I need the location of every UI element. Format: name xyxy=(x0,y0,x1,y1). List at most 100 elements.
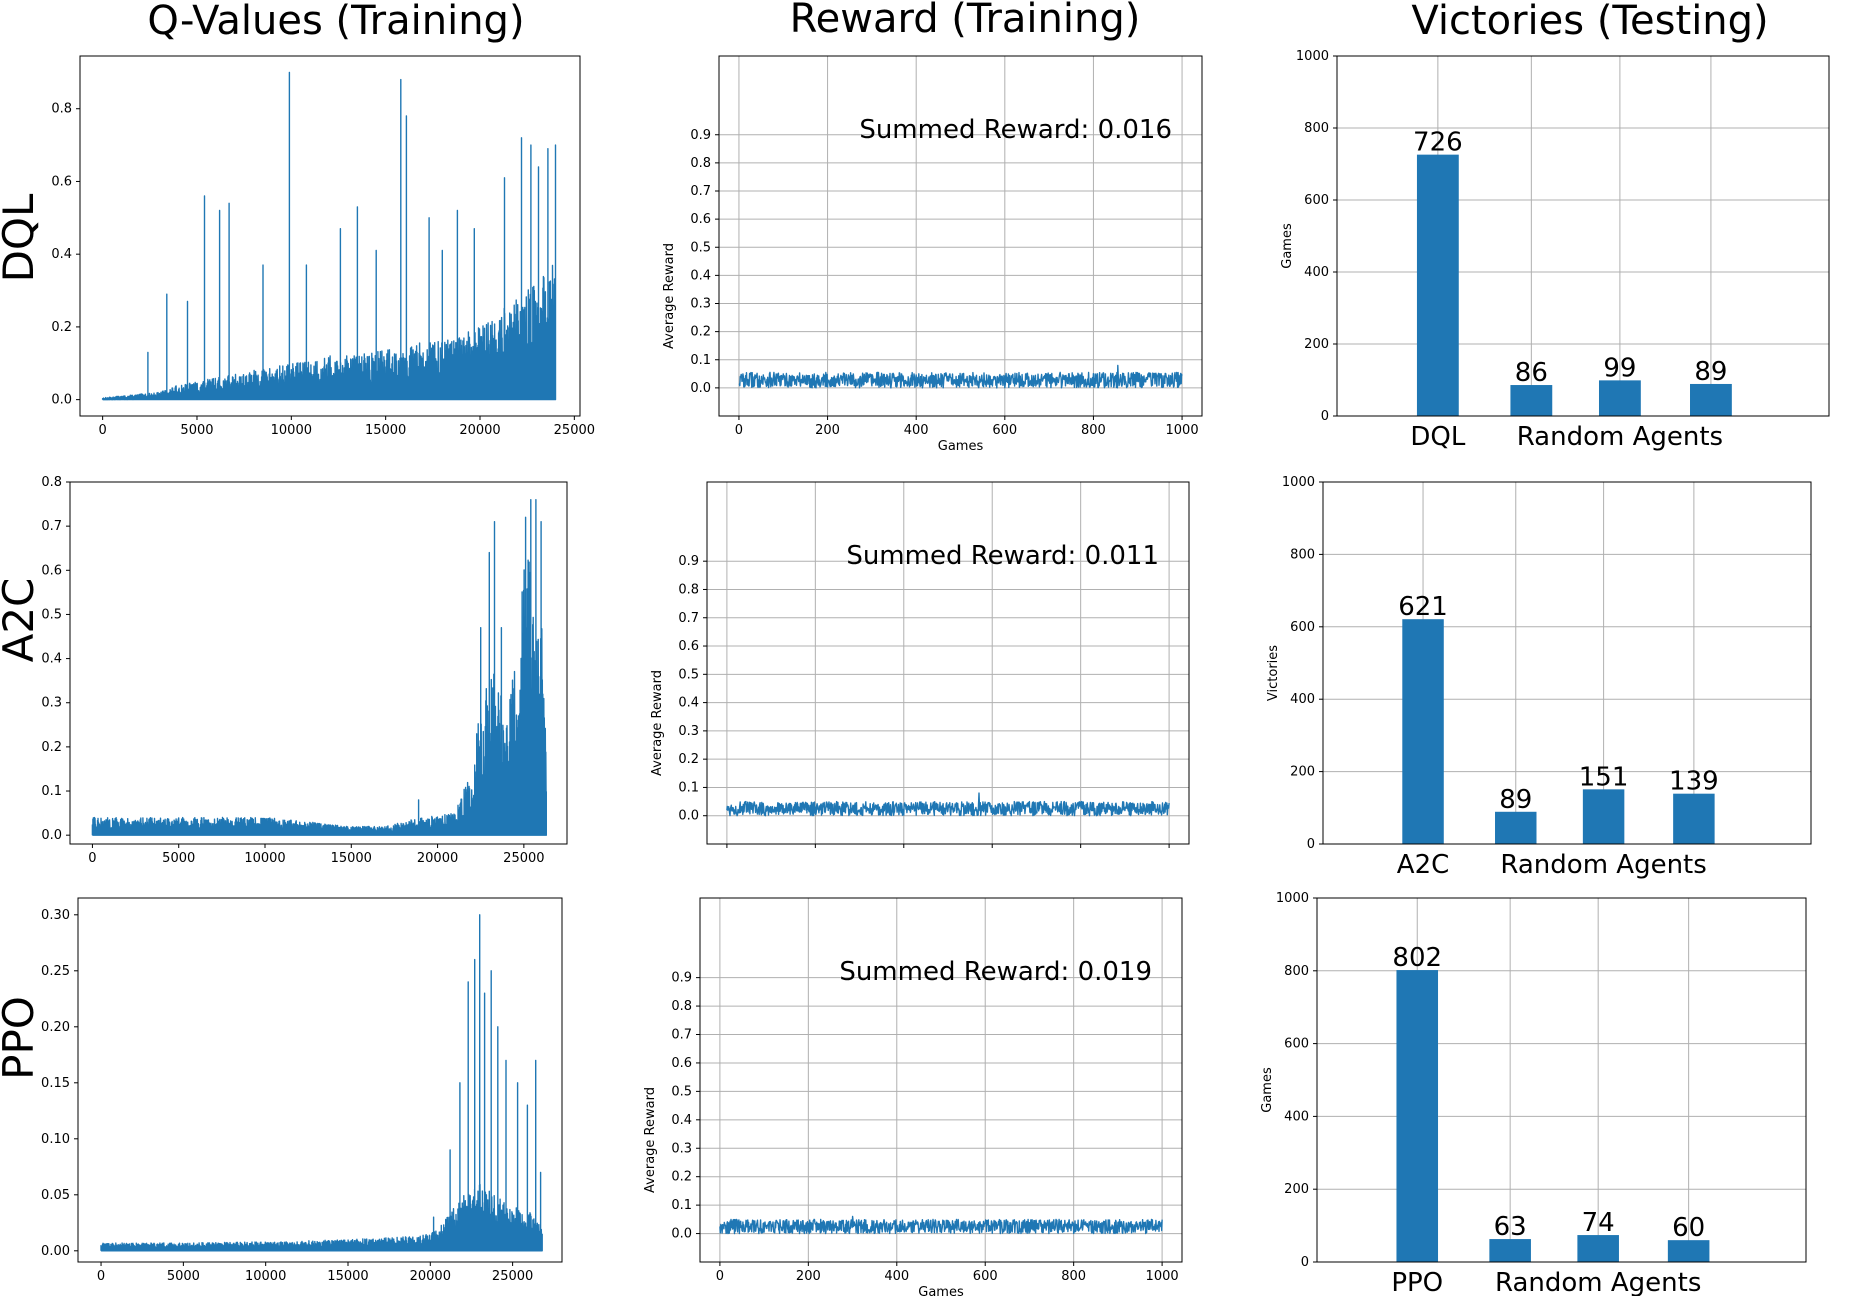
tick-label-y: 0.1 xyxy=(678,780,699,795)
tick-label-y: 1000 xyxy=(1296,49,1329,64)
tick-label-x: 15000 xyxy=(331,851,372,866)
axes-frame xyxy=(718,55,1203,417)
bar-value-label: 60 xyxy=(1672,1213,1705,1243)
tick-label-y: 0.8 xyxy=(41,475,62,490)
column-title-qvalues: Q-Values (Training) xyxy=(147,0,524,44)
tick-label-x: 5000 xyxy=(167,1269,200,1284)
panel-6: 621 89 151 139 0 200 400 600 800 1000 Victories A2C… xyxy=(1266,475,1812,880)
tick-label-x: 0 xyxy=(735,423,743,438)
series-line xyxy=(719,1215,1163,1235)
tick-label-y: 400 xyxy=(1304,265,1329,280)
tick-label-y: 0.8 xyxy=(678,582,699,597)
tick-label-y: 0.0 xyxy=(671,1227,692,1242)
tick-label-y: 0.3 xyxy=(690,297,711,312)
series-line xyxy=(100,914,543,1252)
tick-label-y: 0.7 xyxy=(678,611,699,626)
group-label-random: Random Agents xyxy=(1495,1268,1701,1296)
bar-value-label: 63 xyxy=(1494,1212,1527,1242)
bar-value-label: 139 xyxy=(1669,767,1719,797)
tick-label-x: 0 xyxy=(99,423,107,438)
axes-frame xyxy=(77,897,563,1263)
bar xyxy=(1416,154,1459,416)
tick-label-y: 0.5 xyxy=(678,667,699,682)
tick-label-y: 0.6 xyxy=(41,563,62,578)
tick-label-y: 0.0 xyxy=(678,809,699,824)
tick-label-y: 0.8 xyxy=(671,999,692,1014)
y-axis-label: Victories xyxy=(1266,645,1281,701)
tick-label-x: 800 xyxy=(1081,423,1106,438)
tick-label-x: 20000 xyxy=(410,1269,451,1284)
bar-value-label: 99 xyxy=(1603,353,1636,383)
tick-label-y: 400 xyxy=(1290,692,1315,707)
axes-frame xyxy=(79,55,581,417)
bar-value-label: 726 xyxy=(1413,128,1463,158)
bar-value-label: 74 xyxy=(1582,1208,1615,1238)
tick-label-y: 0.2 xyxy=(41,740,62,755)
tick-label-y: 0.5 xyxy=(41,607,62,622)
tick-label-y: 0.1 xyxy=(41,784,62,799)
tick-label-y: 1000 xyxy=(1276,891,1309,906)
bar-value-label: 802 xyxy=(1392,943,1442,973)
tick-label-x: 400 xyxy=(884,1269,909,1284)
row-label-ppo: PPO xyxy=(0,996,43,1080)
series-line xyxy=(91,499,547,836)
tick-label-y: 200 xyxy=(1284,1182,1309,1197)
group-label-agent: PPO xyxy=(1391,1268,1443,1296)
tick-label-y: 1000 xyxy=(1282,475,1315,490)
tick-label-y: 0.4 xyxy=(690,268,711,283)
axes-frame xyxy=(69,481,568,845)
summed-reward-annotation: Summed Reward: 0.011 xyxy=(846,541,1159,571)
tick-label-y: 600 xyxy=(1290,620,1315,635)
tick-label-y: 200 xyxy=(1290,765,1315,780)
axes-frame xyxy=(1322,481,1812,845)
tick-label-x: 5000 xyxy=(162,851,195,866)
panel-5: 0.0 0.1 0.2 0.3 0.4 0.5 0.6 0.7 0.8 0.9 Average Re… xyxy=(650,481,1190,848)
tick-label-x: 200 xyxy=(815,423,840,438)
group-label-random: Random Agents xyxy=(1500,850,1706,880)
tick-label-y: 0.3 xyxy=(41,696,62,711)
tick-label-x: 400 xyxy=(904,423,929,438)
tick-label-y: 0.20 xyxy=(41,1020,70,1035)
tick-label-y: 0.5 xyxy=(690,240,711,255)
tick-label-x: 25000 xyxy=(554,423,595,438)
tick-label-y: 0.2 xyxy=(690,325,711,340)
tick-label-y: 0.0 xyxy=(51,393,72,408)
tick-label-y: 0.4 xyxy=(51,247,72,262)
tick-label-y: 0.8 xyxy=(51,102,72,117)
tick-label-x: 15000 xyxy=(365,423,406,438)
column-title-reward: Reward (Training) xyxy=(790,0,1141,42)
bar xyxy=(1667,1240,1710,1262)
bar-value-label: 89 xyxy=(1499,785,1532,815)
tick-label-y: 0.15 xyxy=(41,1076,70,1091)
series-line xyxy=(726,792,1170,817)
tick-label-y: 0.7 xyxy=(690,184,711,199)
tick-label-y: 0.0 xyxy=(41,828,62,843)
tick-label-y: 0.05 xyxy=(41,1188,70,1203)
y-axis-label: Games xyxy=(1280,223,1295,269)
tick-label-y: 800 xyxy=(1284,964,1309,979)
panel-3: 726 86 99 89 0 200 400 600 800 1000 Games DQL Random… xyxy=(1280,49,1830,452)
tick-label-x: 20000 xyxy=(417,851,458,866)
bar xyxy=(1598,380,1641,416)
tick-label-x: 600 xyxy=(992,423,1017,438)
x-axis-label: Games xyxy=(938,439,984,454)
y-axis-label: Average Reward xyxy=(643,1087,658,1193)
panel-2: 0 200 400 600 800 1000 0.0 0.1 0.2 0.3 0.4 0.5 0.6 0.… xyxy=(662,55,1203,454)
tick-label-y: 0.8 xyxy=(690,156,711,171)
y-axis-label: Average Reward xyxy=(650,670,665,776)
tick-label-y: 0.00 xyxy=(41,1244,70,1259)
tick-label-y: 0.25 xyxy=(41,964,70,979)
tick-label-y: 600 xyxy=(1284,1037,1309,1052)
tick-label-y: 0.6 xyxy=(678,639,699,654)
row-label-a2c: A2C xyxy=(0,578,43,663)
tick-label-y: 0.9 xyxy=(671,971,692,986)
tick-label-y: 0.3 xyxy=(678,724,699,739)
tick-label-x: 25000 xyxy=(503,851,544,866)
panels: 0 5000 10000 15000 20000 250000.00.20.40.60.8… xyxy=(41,49,1830,1296)
panel-8: 0 200 400 600 800 1000 0.0 0.1 0.2 0.3 0.4 0.5 0.6 0.… xyxy=(643,897,1183,1296)
tick-label-x: 1000 xyxy=(1146,1269,1179,1284)
summed-reward-annotation: Summed Reward: 0.019 xyxy=(839,957,1152,987)
tick-label-x: 200 xyxy=(796,1269,821,1284)
tick-label-y: 0.7 xyxy=(41,519,62,534)
tick-label-y: 0.5 xyxy=(671,1084,692,1099)
